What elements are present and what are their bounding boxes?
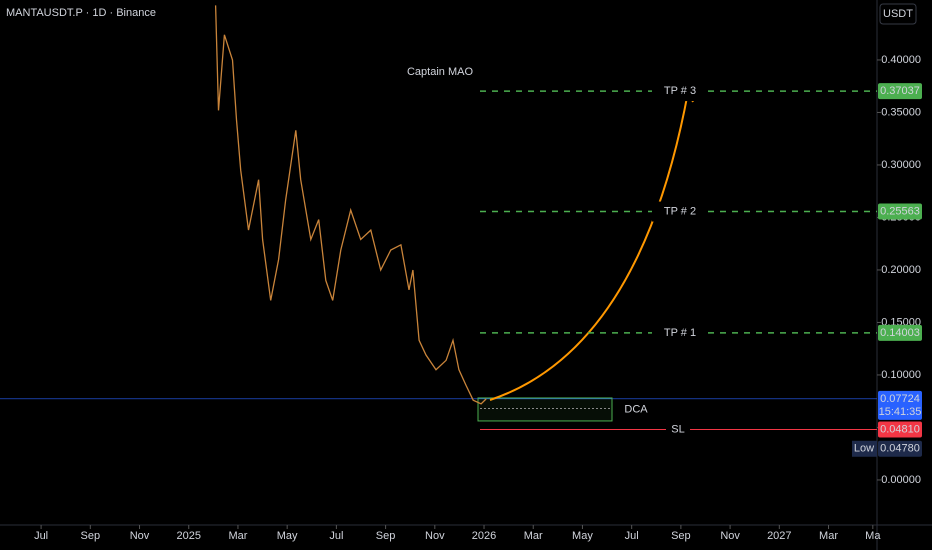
- current-badge-countdown: 15:41:35: [879, 406, 922, 418]
- chart-title: MANTAUSDT.P · 1D · Binance: [6, 7, 156, 19]
- level-label-bg: [652, 322, 708, 343]
- level-badge: [878, 83, 922, 100]
- x-tick-label: Sep: [376, 530, 396, 542]
- level-label: SL: [671, 423, 684, 435]
- x-tick-label: Jul: [34, 530, 48, 542]
- low-badge: [878, 440, 922, 457]
- low-badge-text: 0.04780: [880, 443, 920, 455]
- x-tick-label: Nov: [720, 530, 740, 542]
- x-tick-label: Jul: [625, 530, 639, 542]
- x-tick-label: Jul: [329, 530, 343, 542]
- plot: [0, 5, 877, 422]
- low-tag: [852, 440, 877, 457]
- level-badge-text: 0.04810: [880, 423, 920, 435]
- price-line: [214, 5, 487, 405]
- x-tick-label: Mar: [524, 530, 543, 542]
- x-tick-label: Nov: [425, 530, 445, 542]
- level-label-bg: [666, 419, 690, 440]
- y-tick-label: 0.00000: [881, 474, 921, 486]
- level-badge: [878, 324, 922, 341]
- x-tick-label: 2027: [767, 530, 791, 542]
- x-tick-label: 2026: [472, 530, 496, 542]
- x-tick-label: 2025: [176, 530, 200, 542]
- x-tick-label: Sep: [81, 530, 101, 542]
- y-tick-label: 0.10000: [881, 369, 921, 381]
- level-badge: [878, 421, 922, 438]
- x-tick-label: Mar: [819, 530, 838, 542]
- level-badge-text: 0.14003: [880, 327, 920, 339]
- current-badge-price: 0.07724: [880, 393, 920, 405]
- x-tick-label: Mar: [228, 530, 247, 542]
- level-label-bg: [652, 201, 708, 222]
- x-tick-label: May: [572, 530, 593, 542]
- currency-box[interactable]: [879, 3, 917, 25]
- current-badge: [878, 390, 922, 420]
- x-tick-label: May: [277, 530, 298, 542]
- level-badge-text: 0.37037: [880, 85, 920, 97]
- level-badge: [878, 203, 922, 220]
- level-label: TP # 2: [664, 205, 696, 217]
- arrow: [489, 91, 689, 401]
- x-tick-label: Nov: [130, 530, 150, 542]
- y-tick-label: 0.40000: [881, 54, 921, 66]
- annotation: Captain MAO: [407, 66, 473, 78]
- y-tick-label: 0.30000: [881, 159, 921, 171]
- y-tick-label: 0.20000: [881, 264, 921, 276]
- low-tag-text: Low: [854, 443, 874, 455]
- level-label: TP # 3: [664, 85, 696, 97]
- x-tick-label: Ma: [865, 530, 881, 542]
- level-label: TP # 1: [664, 327, 696, 339]
- x-tick-label: Sep: [671, 530, 691, 542]
- level-label-bg: [652, 81, 708, 102]
- currency[interactable]: USDT: [883, 8, 913, 20]
- level-badge-text: 0.25563: [880, 205, 920, 217]
- dca-zone: [477, 397, 613, 422]
- y-tick-label: 0.35000: [881, 106, 921, 118]
- dca-label: DCA: [624, 403, 648, 415]
